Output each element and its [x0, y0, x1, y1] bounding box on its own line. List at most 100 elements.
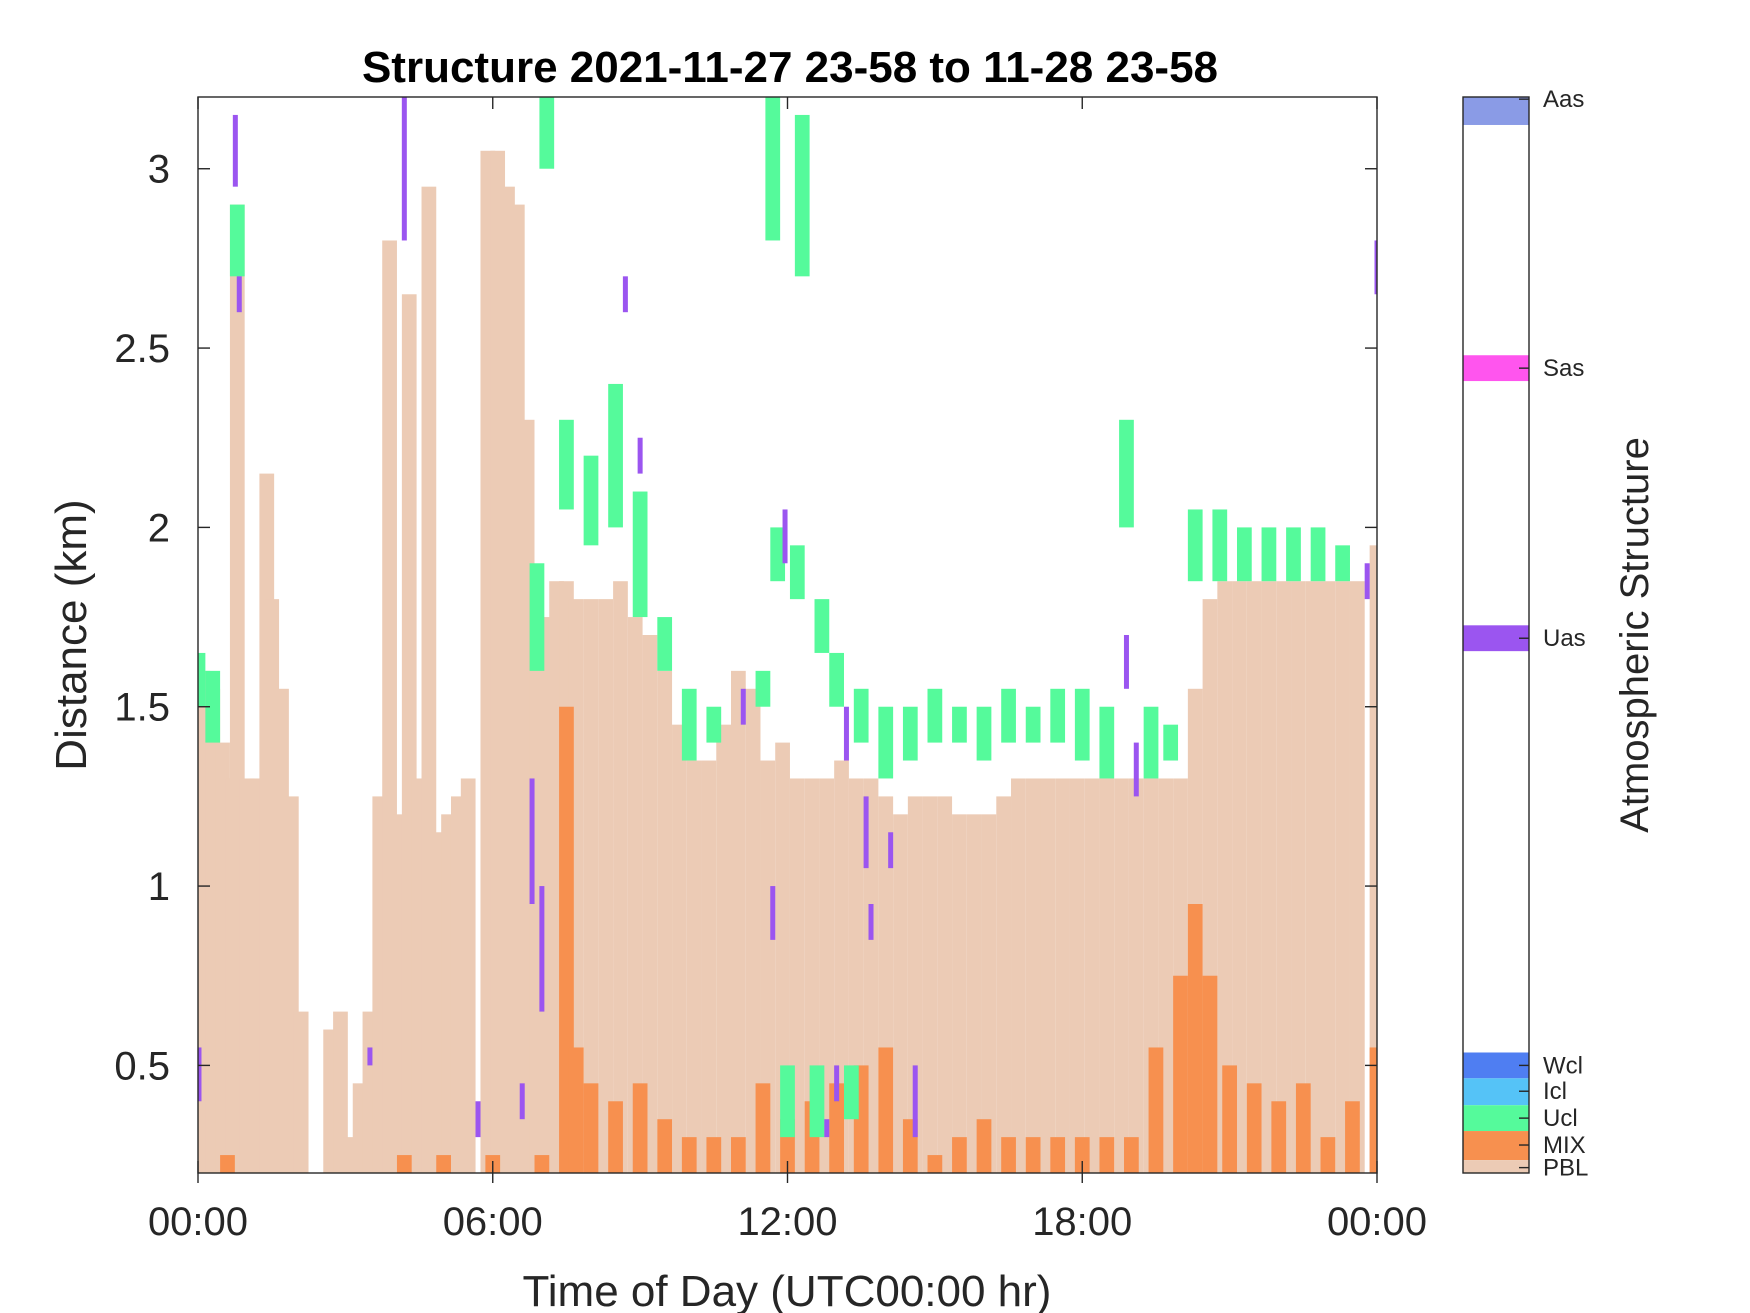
mix-column-8 — [568, 1047, 584, 1173]
ucl-layer-19 — [927, 688, 943, 743]
ucl-layer-33 — [1261, 527, 1277, 582]
pbl-column-92 — [1320, 581, 1336, 1173]
pbl-column-75 — [1069, 778, 1085, 1173]
mix-column-23 — [927, 1155, 943, 1173]
x-tick-label-4: 00:00 — [1327, 1200, 1427, 1244]
ucl-layer-8 — [657, 617, 673, 671]
mix-column-26 — [1001, 1137, 1016, 1173]
y-tick-label-3: 2 — [148, 506, 170, 550]
pbl-column-74 — [1055, 778, 1070, 1173]
y-tick-label-2: 1.5 — [114, 686, 170, 730]
mix-column-10 — [608, 1101, 623, 1173]
uas-segment-18 — [868, 904, 874, 940]
ucl-layer-25 — [1074, 688, 1090, 761]
ucl-layer-38 — [794, 114, 810, 277]
mix-column-35 — [1202, 975, 1218, 1173]
ucl-layer-0 — [198, 652, 206, 707]
colorbar-band-uas — [1463, 625, 1529, 652]
uas-segment-7 — [529, 778, 535, 904]
colorbar-label-uas: Uas — [1543, 625, 1586, 652]
uas-segment-24 — [1374, 240, 1377, 295]
pbl-column-71 — [1011, 778, 1026, 1173]
pbl-column-90 — [1291, 581, 1306, 1173]
pbl-column-64 — [907, 796, 923, 1173]
mix-column-9 — [583, 1083, 599, 1173]
colorbar-label-pbl: PBL — [1543, 1155, 1588, 1182]
ucl-layer-7 — [632, 491, 648, 618]
ucl-layer-32 — [1236, 527, 1252, 582]
mix-column-24 — [952, 1137, 967, 1173]
pbl-column-42 — [583, 599, 599, 1173]
mix-column-32 — [1148, 1047, 1164, 1173]
uas-segment-9 — [622, 276, 628, 313]
ucl-layer-23 — [1025, 706, 1041, 743]
pbl-column-89 — [1276, 581, 1292, 1173]
mix-column-40 — [1320, 1137, 1336, 1173]
pbl-column-93 — [1335, 581, 1350, 1173]
colorbar-band-wcl — [1463, 1052, 1529, 1079]
pbl-column-17 — [333, 1011, 348, 1173]
pbl-column-68 — [966, 814, 982, 1173]
mix-column-37 — [1246, 1083, 1262, 1173]
ucl-layer-35 — [1310, 527, 1326, 582]
mix-column-16 — [755, 1083, 771, 1173]
uas-segment-4 — [401, 97, 407, 241]
mix-column-3 — [396, 1155, 412, 1173]
mix-column-42 — [1369, 1047, 1377, 1173]
uas-segment-8 — [539, 886, 545, 1012]
ucl-layer-24 — [1050, 688, 1066, 743]
ucl-layer-2 — [229, 204, 245, 277]
mix-column-30 — [1099, 1137, 1115, 1173]
colorbar-label-icl: Icl — [1543, 1078, 1567, 1105]
x-tick-label-3: 18:00 — [1032, 1200, 1132, 1244]
pbl-column-94 — [1349, 581, 1365, 1173]
mix-column-13 — [681, 1137, 697, 1173]
mix-column-41 — [1345, 1101, 1360, 1173]
ucl-layer-17 — [878, 706, 894, 779]
colorbar-label: Atmospheric Structure — [1613, 437, 1657, 833]
x-tick-label-0: 00:00 — [148, 1200, 248, 1244]
ucl-layer-26 — [1099, 706, 1115, 779]
uas-segment-14 — [824, 1119, 830, 1138]
uas-segment-15 — [834, 1065, 840, 1102]
mix-column-33 — [1173, 975, 1188, 1173]
ucl-layer-41 — [809, 1065, 825, 1138]
colorbar-label-mix: MIX — [1543, 1132, 1586, 1159]
colorbar-band-mix — [1463, 1131, 1529, 1161]
uas-segment-12 — [770, 886, 776, 940]
pbl-column-54 — [760, 760, 776, 1173]
chart-title: Structure 2021-11-27 23-58 to 11-28 23-5… — [362, 43, 1218, 92]
ucl-layer-14 — [814, 599, 830, 653]
ucl-layer-18 — [902, 706, 918, 761]
x-tick-label-2: 12:00 — [737, 1200, 837, 1244]
pbl-column-66 — [937, 796, 953, 1173]
y-tick-label-1: 1 — [148, 865, 170, 909]
y-axis-label: Distance (km) — [47, 499, 96, 770]
ucl-layer-40 — [780, 1065, 795, 1138]
y-tick-label-0: 0.5 — [114, 1044, 170, 1088]
ucl-layer-1 — [205, 670, 221, 743]
mix-column-12 — [657, 1119, 673, 1173]
pbl-column-79 — [1128, 778, 1144, 1173]
pbl-column-88 — [1261, 581, 1277, 1173]
ucl-layer-9 — [681, 688, 697, 761]
pbl-column-46 — [642, 635, 658, 1173]
pbl-column-50 — [701, 760, 717, 1173]
ucl-layer-5 — [583, 455, 599, 546]
mix-column-29 — [1074, 1137, 1090, 1173]
ucl-layer-39 — [539, 97, 555, 169]
uas-segment-10 — [637, 437, 643, 474]
pbl-column-63 — [893, 814, 908, 1173]
ucl-layer-20 — [952, 706, 967, 743]
mix-column-15 — [731, 1137, 746, 1173]
colorbar-band-aas — [1463, 97, 1529, 125]
pbl-column-77 — [1099, 778, 1115, 1173]
uas-segment-1 — [232, 114, 238, 187]
pbl-column-30 — [460, 778, 476, 1173]
uas-segment-16 — [843, 706, 849, 761]
pbl-column-85 — [1217, 581, 1233, 1173]
ucl-layer-16 — [853, 688, 869, 743]
mix-column-11 — [632, 1083, 648, 1173]
uas-segment-20 — [912, 1065, 918, 1138]
pbl-column-53 — [745, 688, 761, 1173]
